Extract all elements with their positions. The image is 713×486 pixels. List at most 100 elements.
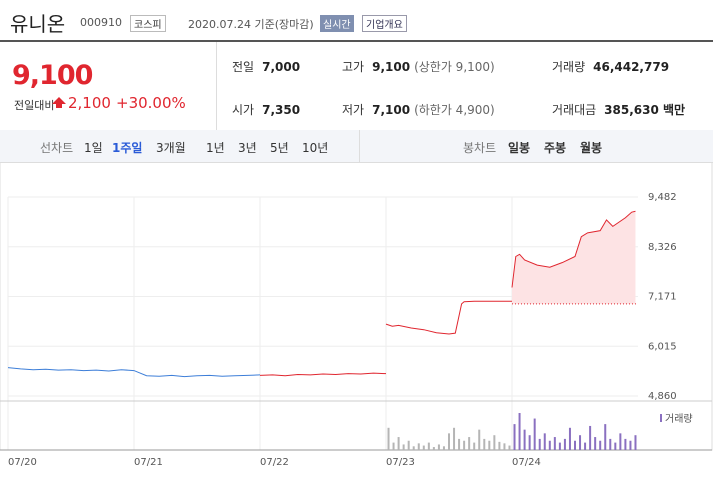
date: 2020.07.24 기준(장마감) bbox=[188, 18, 314, 31]
volume-bar bbox=[458, 438, 461, 450]
plot-frame bbox=[0, 162, 713, 451]
realtime-badge[interactable]: 실시간 bbox=[320, 15, 354, 32]
info-value: 7,000 bbox=[262, 60, 301, 74]
info-value: 46,442,779 bbox=[593, 60, 670, 74]
volume-bar bbox=[599, 440, 602, 450]
y-tick-label: 8,326 bbox=[648, 242, 677, 253]
volume-bar bbox=[518, 413, 521, 450]
volume-bar bbox=[407, 440, 410, 450]
volume-bar bbox=[402, 444, 405, 450]
volume-bar bbox=[453, 427, 456, 450]
volume-bar bbox=[397, 437, 400, 450]
volume-bar bbox=[417, 443, 420, 450]
volume-bar bbox=[574, 440, 576, 450]
price-line bbox=[511, 210, 636, 288]
tab[interactable]: 5년 bbox=[270, 141, 289, 155]
x-tick-label: 07/20 bbox=[8, 457, 37, 468]
legend-swatch bbox=[660, 414, 662, 422]
volume-bar bbox=[488, 440, 491, 450]
tab[interactable]: 1일 bbox=[84, 141, 103, 155]
info-label: 전일 bbox=[232, 60, 255, 74]
volume-bar bbox=[508, 445, 511, 450]
tab[interactable]: 3년 bbox=[238, 141, 257, 155]
volume-bar bbox=[604, 424, 607, 450]
price-line bbox=[385, 300, 512, 335]
volume-bar bbox=[563, 438, 566, 450]
info-label: 거래대금 bbox=[552, 103, 597, 117]
volume-label: 거래량 bbox=[665, 413, 693, 425]
tab[interactable]: 1년 bbox=[206, 141, 225, 155]
volume-bar bbox=[589, 425, 592, 450]
info-value: 385,630 백만 bbox=[604, 103, 686, 117]
volume-bar bbox=[387, 427, 390, 450]
x-tick-label: 07/22 bbox=[260, 457, 289, 468]
tab[interactable]: 1주일 bbox=[112, 141, 143, 155]
info-note: (하한가 4,900) bbox=[414, 103, 495, 117]
volume-bar bbox=[624, 438, 627, 450]
change: 2,100 bbox=[68, 94, 111, 112]
volume-bar bbox=[584, 442, 587, 450]
volume-bar bbox=[548, 440, 551, 450]
info-value: 7,350 bbox=[262, 103, 301, 117]
volume-bar bbox=[503, 443, 506, 450]
company-button[interactable]: 기업개요 bbox=[362, 15, 407, 32]
chart: 9,482 8,326 7,171 6,015 4,860 07/20 07/21 07/22… bbox=[0, 162, 713, 468]
info-note: (상한가 9,100) bbox=[414, 60, 495, 74]
volume-bar bbox=[448, 433, 450, 450]
volume-bar bbox=[523, 429, 526, 450]
y-tick-label: 4,860 bbox=[648, 391, 677, 402]
volume-bar bbox=[498, 441, 501, 450]
y-tick-label: 7,171 bbox=[648, 292, 677, 303]
volume-bar bbox=[432, 447, 435, 450]
x-tick-label: 07/23 bbox=[386, 457, 415, 468]
info-label: 시가 bbox=[232, 103, 255, 117]
info-cell: 고가 9,100 (상한가 9,100) bbox=[342, 58, 495, 75]
change-rate: +30.00% bbox=[116, 94, 186, 112]
volume-bar bbox=[473, 442, 476, 450]
tab[interactable]: 3개월 bbox=[156, 141, 186, 155]
volume-bar bbox=[437, 444, 440, 450]
market: 코스피 bbox=[130, 15, 166, 32]
volume-bar bbox=[412, 446, 415, 450]
x-tick-label: 07/24 bbox=[512, 457, 541, 468]
volume-bar bbox=[442, 446, 445, 450]
volume-bar bbox=[594, 437, 597, 450]
volume-bar bbox=[468, 437, 471, 450]
volume-bar bbox=[538, 438, 541, 450]
volume-bar bbox=[513, 424, 516, 450]
info-value: 9,100 bbox=[372, 60, 411, 74]
tab[interactable]: 10년 bbox=[302, 141, 329, 155]
info-cell: 거래대금 385,630 백만 bbox=[552, 101, 685, 118]
info-cell: 저가 7,100 (하한가 4,900) bbox=[342, 101, 495, 118]
volume-bar bbox=[533, 418, 536, 450]
header bbox=[0, 0, 713, 42]
volume-bar bbox=[422, 445, 425, 450]
y-tick-label: 9,482 bbox=[648, 192, 677, 203]
tab-label: 봉차트 bbox=[463, 141, 497, 155]
volume-bar bbox=[427, 442, 430, 450]
info-label: 거래량 bbox=[552, 60, 586, 74]
price-line bbox=[259, 372, 387, 377]
tab-label: 선차트 bbox=[40, 141, 74, 155]
tab-bar: 선차트 1일 1주일 3개월 1년 3년 5년 10년 봉차트 일봉 주봉 월봉 bbox=[0, 130, 713, 163]
info-cell: 시가 7,350 bbox=[232, 101, 300, 118]
volume-bar bbox=[568, 427, 571, 450]
volume-bar bbox=[493, 435, 496, 450]
tab[interactable]: 월봉 bbox=[580, 141, 603, 155]
volume-bar bbox=[558, 442, 561, 450]
volume-bar bbox=[579, 435, 582, 450]
info-value: 7,100 bbox=[372, 103, 411, 117]
volume-bar bbox=[478, 429, 481, 450]
current-price: 9,100 bbox=[12, 60, 93, 91]
stock-name: 유니온 bbox=[10, 12, 66, 36]
volume-bar bbox=[543, 433, 546, 450]
info-cell: 전일 7,000 bbox=[232, 58, 300, 75]
volume-bar bbox=[619, 433, 622, 450]
info-label: 저가 bbox=[342, 103, 365, 117]
volume-bar bbox=[553, 437, 556, 450]
volume-bar bbox=[528, 435, 531, 450]
x-tick-label: 07/21 bbox=[134, 457, 163, 468]
volume-bar bbox=[483, 438, 486, 450]
tab[interactable]: 일봉 bbox=[508, 141, 531, 155]
tab[interactable]: 주봉 bbox=[544, 141, 567, 155]
